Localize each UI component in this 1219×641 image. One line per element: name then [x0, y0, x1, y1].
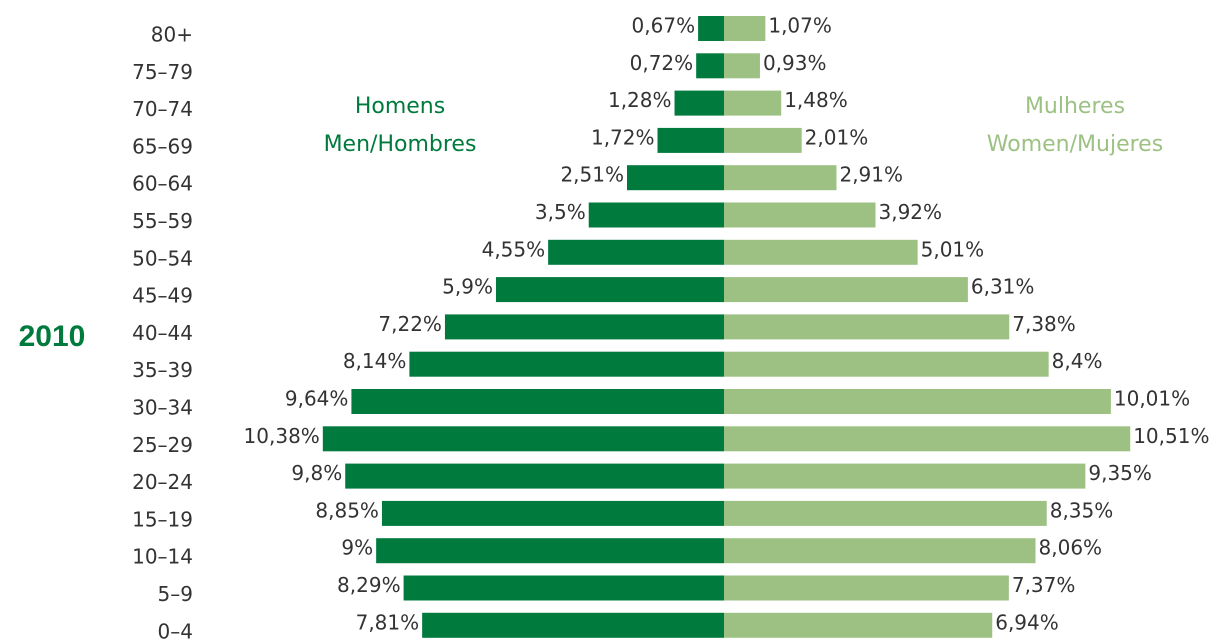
- bar: [696, 53, 724, 79]
- value-label: 3,5%: [535, 200, 586, 224]
- value-label: 10,51%: [1133, 424, 1209, 448]
- category-label: 25–29: [132, 433, 193, 457]
- bar: [345, 463, 724, 489]
- value-label: 4,55%: [482, 237, 546, 261]
- value-label: 10,38%: [244, 424, 320, 448]
- value-label: 5,9%: [442, 275, 493, 299]
- bar: [674, 90, 724, 116]
- value-label: 2,51%: [560, 163, 624, 187]
- category-label: 30–34: [132, 396, 193, 420]
- legend-label: Homens: [355, 94, 445, 119]
- value-label: 9%: [341, 536, 373, 560]
- category-label: 55–59: [132, 209, 193, 233]
- bar: [381, 500, 724, 526]
- value-label: 8,29%: [337, 573, 401, 597]
- category-label: 40–44: [132, 321, 193, 345]
- category-label: 45–49: [132, 284, 193, 308]
- bar: [724, 53, 760, 79]
- bar: [724, 538, 1036, 564]
- value-label: 9,35%: [1088, 461, 1152, 485]
- value-label: 7,81%: [356, 610, 420, 634]
- bar: [376, 538, 724, 564]
- category-label: 35–39: [132, 358, 193, 382]
- bar: [724, 314, 1010, 340]
- value-label: 10,01%: [1114, 387, 1190, 411]
- bar: [588, 202, 724, 228]
- bar: [322, 426, 724, 452]
- bar: [724, 389, 1111, 414]
- legend-label: Men/Hombres: [324, 132, 477, 157]
- category-label: 20–24: [132, 470, 193, 494]
- category-label: 75–79: [132, 60, 193, 84]
- value-label: 8,14%: [343, 349, 407, 373]
- category-label: 70–74: [132, 97, 193, 121]
- category-label: 80+: [151, 23, 193, 47]
- value-label: 8,35%: [1050, 498, 1114, 522]
- value-label: 0,93%: [763, 51, 827, 75]
- bar: [351, 389, 724, 414]
- value-label: 6,94%: [995, 610, 1059, 634]
- bar: [724, 127, 802, 153]
- value-label: 9,64%: [285, 387, 349, 411]
- value-label: 8,4%: [1052, 349, 1103, 373]
- category-label: 15–19: [132, 507, 193, 531]
- value-label: 1,07%: [768, 14, 832, 38]
- value-label: 7,37%: [1012, 573, 1076, 597]
- category-label: 65–69: [132, 134, 193, 158]
- category-label: 50–54: [132, 246, 193, 270]
- bar: [724, 500, 1047, 526]
- value-label: 8,85%: [315, 498, 379, 522]
- value-label: 9,8%: [291, 461, 342, 485]
- category-label: 5–9: [158, 582, 193, 606]
- bar: [403, 575, 724, 601]
- bar: [724, 351, 1049, 377]
- bar: [724, 612, 993, 638]
- legend-label: Women/Mujeres: [987, 132, 1163, 157]
- bar: [422, 612, 724, 638]
- bar: [444, 314, 724, 340]
- bar: [495, 277, 724, 303]
- value-label: 2,91%: [839, 163, 903, 187]
- bar: [724, 277, 968, 303]
- value-label: 7,22%: [378, 312, 442, 336]
- value-label: 1,48%: [784, 88, 848, 112]
- category-label: 0–4: [158, 619, 193, 641]
- value-label: 1,28%: [608, 88, 672, 112]
- bar: [724, 426, 1131, 452]
- value-label: 7,38%: [1012, 312, 1076, 336]
- bar: [626, 165, 724, 191]
- bar: [724, 90, 782, 116]
- value-label: 6,31%: [971, 275, 1035, 299]
- value-label: 0,67%: [632, 14, 696, 38]
- bar: [724, 239, 918, 265]
- value-label: 3,92%: [879, 200, 943, 224]
- bar: [724, 463, 1086, 489]
- bar: [724, 202, 876, 228]
- year-label: 2010: [19, 320, 86, 353]
- value-label: 8,06%: [1039, 536, 1103, 560]
- bar: [698, 16, 724, 41]
- bar: [657, 127, 724, 153]
- bar: [724, 575, 1009, 601]
- category-label: 10–14: [132, 545, 193, 569]
- legend-label: Mulheres: [1025, 94, 1125, 119]
- bar: [409, 351, 724, 377]
- value-label: 1,72%: [591, 125, 655, 149]
- bar: [724, 165, 837, 191]
- bar: [548, 239, 724, 265]
- bar: [724, 16, 766, 41]
- value-label: 5,01%: [921, 237, 985, 261]
- value-label: 2,01%: [805, 125, 869, 149]
- value-label: 0,72%: [630, 51, 694, 75]
- category-label: 60–64: [132, 172, 193, 196]
